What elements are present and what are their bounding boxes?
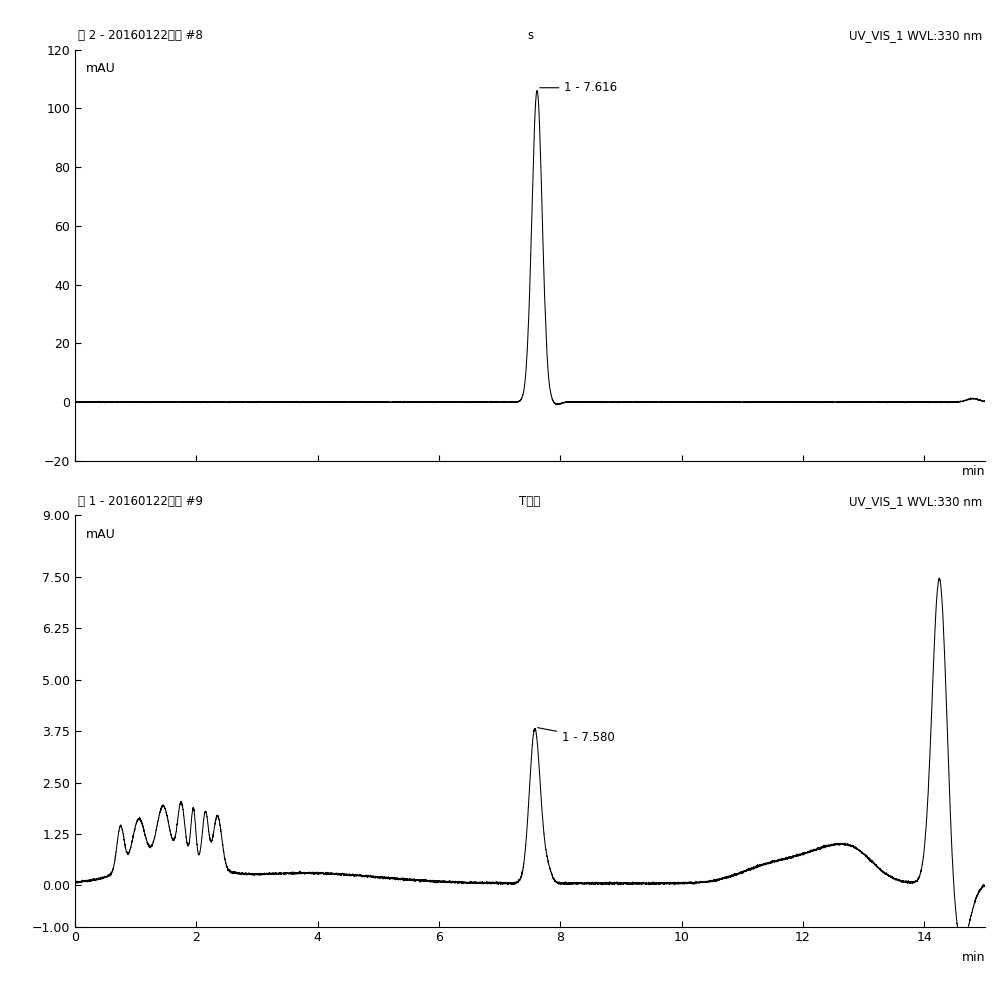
Text: ⌗ 2 - 20160122黄芯 #8: ⌗ 2 - 20160122黄芯 #8 <box>78 29 203 43</box>
Text: ⌗ 1 - 20160122黄芯 #9: ⌗ 1 - 20160122黄芯 #9 <box>78 495 203 508</box>
Text: min: min <box>962 465 985 478</box>
Text: 1 - 7.580: 1 - 7.580 <box>538 727 615 744</box>
Text: UV_VIS_1 WVL:330 nm: UV_VIS_1 WVL:330 nm <box>849 29 982 43</box>
Text: s: s <box>527 29 533 43</box>
Text: mAU: mAU <box>86 61 116 75</box>
Text: min: min <box>962 951 985 964</box>
Text: UV_VIS_1 WVL:330 nm: UV_VIS_1 WVL:330 nm <box>849 495 982 508</box>
Text: mAU: mAU <box>86 527 116 541</box>
Text: 1 - 7.616: 1 - 7.616 <box>540 81 617 94</box>
Text: T巻柏: T巻柏 <box>519 495 541 508</box>
